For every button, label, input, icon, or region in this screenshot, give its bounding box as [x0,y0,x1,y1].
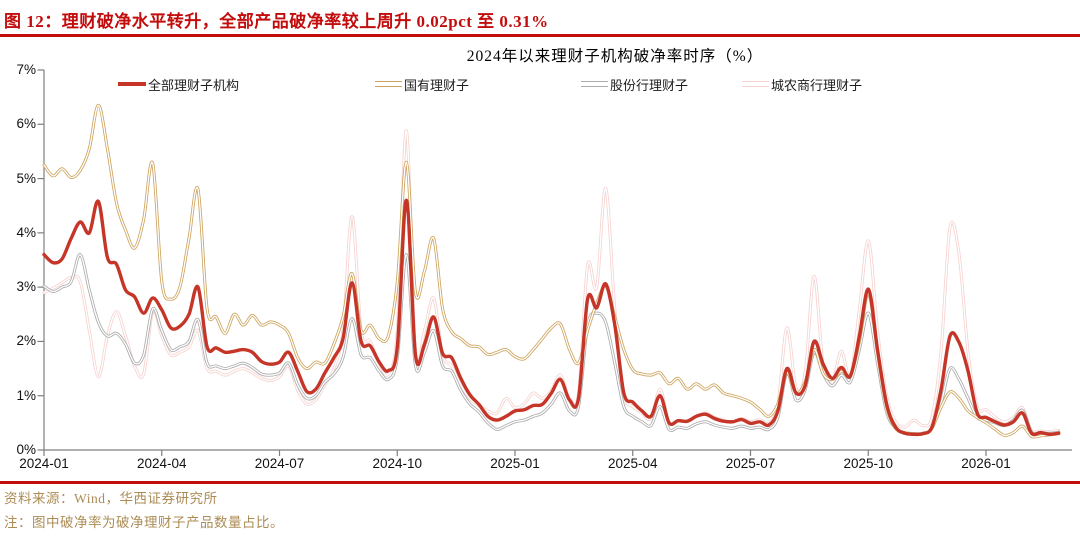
legend-item-3: 城农商行理财子 [742,75,862,93]
series-line-1 [42,103,1061,439]
y-tick-label: 1% [16,387,36,403]
source-note: 资料来源：Wind，华西证券研究所 [4,491,218,506]
legend-label: 国有理财子 [404,77,470,93]
series-line-2-core [43,253,1060,435]
x-tick-label: 2024-04 [136,456,187,471]
y-tick-label: 7% [16,62,36,77]
bottom-divider [0,481,1080,484]
y-tick-label: 3% [16,279,36,295]
y-tick-label: 5% [16,170,36,186]
x-tick-label: 2025-07 [725,456,776,471]
legend-swatch-icon [742,81,769,87]
figure-caption: 图 12：理财破净水平转升，全部产品破净率较上周升 0.02pct 至 0.31… [4,12,549,31]
series-line-3-core [43,130,1060,433]
y-tick-label: 4% [16,224,36,240]
x-tick-label: 2025-10 [843,456,894,471]
footnote: 注：图中破净率为破净理财子产品数量占比。 [4,515,284,530]
legend-item-2: 股份行理财子 [581,75,688,93]
legend-swatch-icon [375,81,402,87]
top-divider [0,34,1080,37]
series-line-1-core [43,104,1060,438]
legend-label: 全部理财子机构 [148,77,240,93]
x-tick-label: 2025-04 [607,456,658,471]
legend-swatch-icon [581,81,608,87]
legend-item-1: 国有理财子 [375,75,469,93]
y-tick-label: 0% [16,442,36,457]
x-tick-label: 2024-01 [19,456,69,471]
legend-swatch-icon [118,82,146,86]
series-line-0 [42,198,1061,437]
series-line-2 [42,253,1061,436]
y-tick-label: 6% [16,116,36,132]
x-tick-label: 2024-07 [254,456,305,471]
legend-label: 股份行理财子 [610,77,689,93]
chart-legend: 全部理财子机构 国有理财子 股份行理财子 城农商行理财子 [0,75,1080,93]
x-tick-label: 2025-01 [490,456,540,471]
y-tick-label: 2% [16,333,36,349]
legend-label: 城农商行理财子 [771,77,863,93]
legend-item-0: 全部理财子机构 [118,75,239,93]
series-line-3 [42,129,1061,434]
x-tick-label: 2026-01 [961,456,1011,471]
chart-title: 2024年以来理财子机构破净率时序（%） [466,48,764,65]
x-tick-label: 2024-10 [372,456,423,471]
